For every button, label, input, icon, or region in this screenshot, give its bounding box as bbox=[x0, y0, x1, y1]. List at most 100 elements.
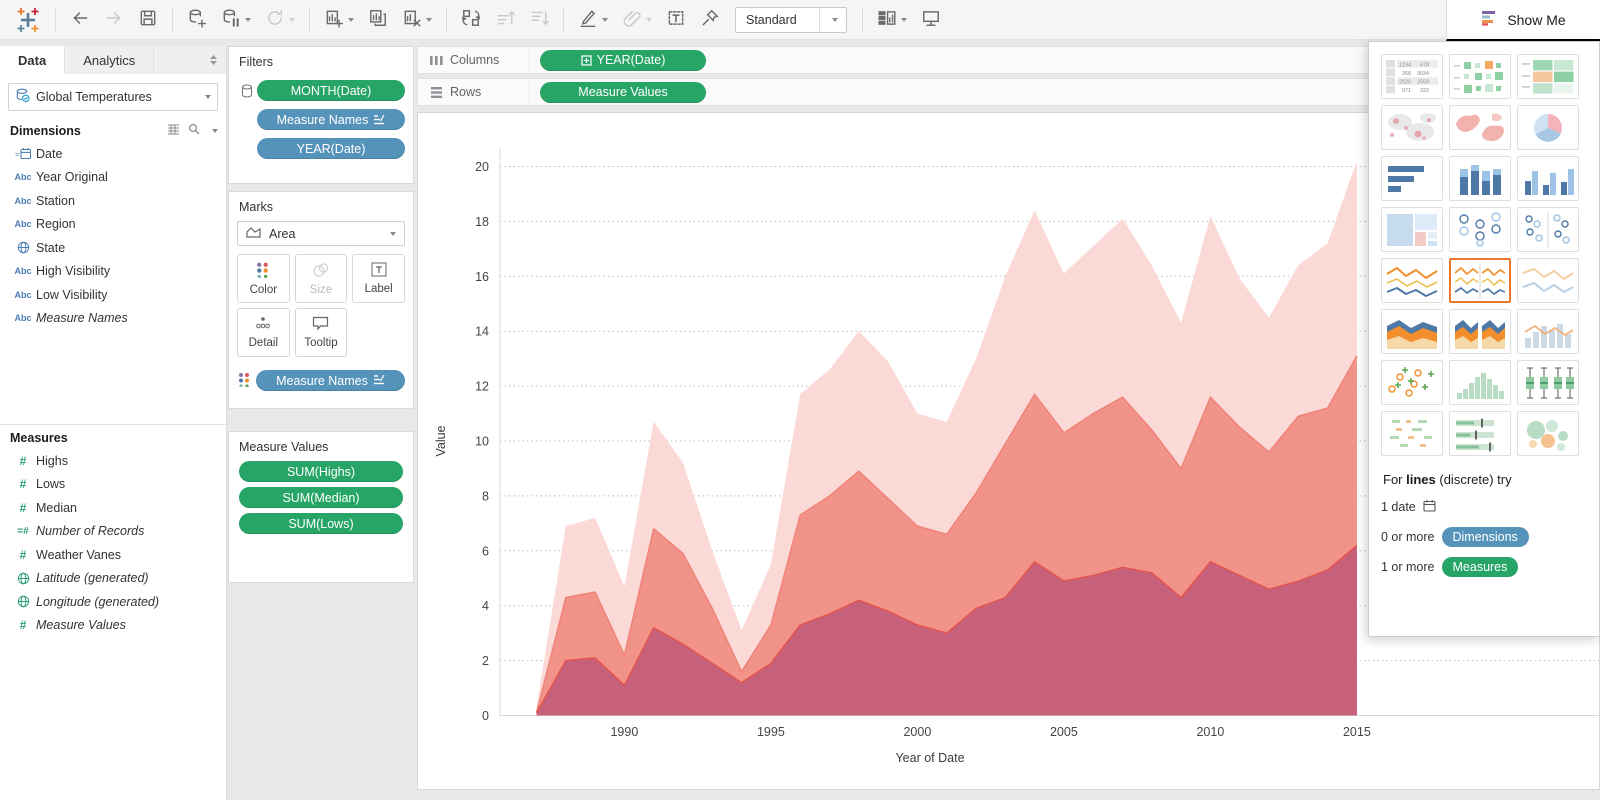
showme-side-by-side-circles[interactable] bbox=[1517, 207, 1579, 252]
text-table-icon: 1234 678 368 3034 2620 2559 971 322 bbox=[1386, 59, 1438, 94]
group-members-button bbox=[615, 4, 659, 35]
filter-pill-year-date-[interactable]: YEAR(Date) bbox=[257, 138, 405, 159]
show-hide-cards-button-caret-icon bbox=[901, 17, 907, 22]
showme-heatmap[interactable] bbox=[1449, 54, 1511, 99]
measure-field-measure-values[interactable]: # Measure Values bbox=[19, 618, 126, 633]
showme-filled-map[interactable] bbox=[1449, 105, 1511, 150]
measure-values-pill-sum-lows-[interactable]: SUM(Lows) bbox=[239, 513, 403, 534]
view-data-icon[interactable] bbox=[167, 124, 180, 138]
duplicate-sheet-button[interactable] bbox=[361, 4, 395, 35]
marks-measure-names-pill[interactable]: Measure Names bbox=[256, 370, 405, 391]
dimension-field-high-visibility[interactable]: Abc High Visibility bbox=[14, 264, 111, 279]
symbol-map-icon bbox=[1388, 112, 1436, 141]
dimension-field-region[interactable]: Abc Region bbox=[14, 217, 76, 232]
pane-sort-icon[interactable] bbox=[201, 46, 226, 74]
tab-analytics[interactable]: Analytics bbox=[65, 46, 155, 74]
shelf-pill-year-date-[interactable]: YEAR(Date) bbox=[540, 49, 706, 71]
dimension-field-low-visibility[interactable]: Abc Low Visibility bbox=[14, 287, 108, 302]
dimension-field-measure-names[interactable]: Abc Measure Names bbox=[14, 311, 128, 326]
showme-bullet-graph[interactable] bbox=[1449, 411, 1511, 456]
showme-stacked-bars[interactable] bbox=[1449, 156, 1511, 201]
tab-data[interactable]: Data bbox=[0, 46, 66, 74]
pause-auto-updates-button[interactable] bbox=[214, 4, 258, 35]
showme-text-table[interactable]: 1234 678 368 3034 2620 2559 971 322 bbox=[1381, 54, 1443, 99]
showme-area-chart-continuous[interactable] bbox=[1381, 309, 1443, 354]
swap-rows-columns-button[interactable] bbox=[454, 4, 488, 35]
measure-field-median[interactable]: # Median bbox=[19, 500, 77, 515]
dimension-field-state[interactable]: State bbox=[0, 236, 226, 260]
mark-type-dropdown[interactable]: Area bbox=[237, 221, 405, 246]
save-icon bbox=[138, 8, 158, 31]
show-hide-cards-button[interactable] bbox=[870, 4, 914, 35]
fit-selector[interactable]: Standard bbox=[735, 6, 847, 33]
svg-text:971: 971 bbox=[1402, 88, 1411, 94]
marks-title: Marks bbox=[239, 200, 274, 214]
fix-axes-button[interactable] bbox=[693, 4, 727, 35]
svg-text:8: 8 bbox=[482, 489, 489, 503]
save-button[interactable] bbox=[131, 4, 165, 35]
highlight-icon bbox=[578, 8, 598, 31]
search-icon[interactable] bbox=[188, 123, 200, 138]
marks-detail-button[interactable]: Detail bbox=[237, 308, 290, 357]
data-source-caret-icon[interactable] bbox=[205, 95, 211, 99]
treemap-icon bbox=[1387, 213, 1437, 246]
measure-field-weather-vanes[interactable]: # Weather Vanes bbox=[19, 547, 122, 562]
measure-values-pill-sum-median-[interactable]: SUM(Median) bbox=[239, 487, 403, 508]
shelf-pill-measure-values[interactable]: Measure Values bbox=[540, 81, 706, 103]
show-mark-labels-button[interactable] bbox=[659, 4, 693, 35]
measure-field-lows[interactable]: # Lows bbox=[19, 477, 66, 492]
area-chart[interactable]: 0 2 4 6 8 10 12 14 16 18 20 1990 1995 2000 2005 2010 201… bbox=[418, 113, 1599, 790]
presentation-mode-button[interactable] bbox=[914, 4, 948, 35]
measure-field-highs[interactable]: # Highs bbox=[19, 453, 68, 468]
measure-field-longitude-generated-[interactable]: Longitude (generated) bbox=[0, 590, 226, 614]
tableau-logo[interactable] bbox=[8, 3, 48, 37]
showme-scatter-plot[interactable] bbox=[1381, 360, 1443, 405]
marks-size-button: Size bbox=[294, 254, 348, 303]
filter-pill-measure-names[interactable]: Measure Names bbox=[257, 109, 405, 130]
undo-button[interactable] bbox=[63, 4, 97, 35]
measure-field-latitude-generated-[interactable]: Latitude (generated) bbox=[0, 567, 226, 591]
abc-icon: Abc bbox=[14, 313, 32, 324]
data-source-selector[interactable]: Global Temperatures bbox=[8, 83, 218, 111]
marks-tooltip-button[interactable]: Tooltip bbox=[294, 308, 348, 357]
measure-field-number-of-records[interactable]: =# Number of Records bbox=[17, 524, 145, 539]
showme-continuous-lines[interactable] bbox=[1381, 258, 1443, 303]
dimension-field-date[interactable]: = Date bbox=[14, 146, 63, 161]
new-worksheet-button[interactable] bbox=[317, 4, 361, 35]
showme-histogram[interactable] bbox=[1449, 360, 1511, 405]
svg-text:0: 0 bbox=[482, 709, 489, 723]
pane-splitter[interactable] bbox=[0, 424, 226, 425]
packed-bubbles-icon bbox=[1527, 419, 1568, 451]
showme-dual-combination[interactable] bbox=[1517, 309, 1579, 354]
highlight-button[interactable] bbox=[571, 4, 615, 35]
showme-circle-views[interactable] bbox=[1449, 207, 1511, 252]
showme-symbol-map[interactable] bbox=[1381, 105, 1443, 150]
group-members-button-caret-icon bbox=[646, 17, 652, 22]
showme-discrete-lines[interactable] bbox=[1449, 258, 1511, 303]
dimension-field-station[interactable]: Abc Station bbox=[14, 193, 75, 208]
new-data-source-button[interactable] bbox=[180, 4, 214, 35]
marks-label-button[interactable]: Label bbox=[352, 254, 405, 303]
sortasc-icon bbox=[495, 8, 515, 31]
pane-tabs: Data Analytics bbox=[0, 46, 226, 74]
measure-values-pill-sum-highs-[interactable]: SUM(Highs) bbox=[239, 461, 403, 482]
marks-color-button[interactable]: Color bbox=[237, 254, 290, 303]
showme-area-chart-discrete[interactable] bbox=[1449, 309, 1511, 354]
showme-side-by-side-bars[interactable] bbox=[1517, 156, 1579, 201]
dimensions-menu-caret-icon[interactable] bbox=[212, 128, 218, 133]
showme-packed-bubbles[interactable] bbox=[1517, 411, 1579, 456]
show-me-button[interactable]: Show Me bbox=[1446, 0, 1600, 41]
showme-gantt[interactable] bbox=[1381, 411, 1443, 456]
showme-highlight-table[interactable] bbox=[1517, 54, 1579, 99]
dimension-field-year-original[interactable]: Abc Year Original bbox=[14, 170, 108, 185]
showme-dual-lines[interactable] bbox=[1517, 258, 1579, 303]
filter-pill-month-date-[interactable]: MONTH(Date) bbox=[257, 80, 405, 101]
tableau-logo-icon bbox=[17, 7, 39, 32]
showme-box-and-whisker[interactable] bbox=[1517, 360, 1579, 405]
showme-treemap[interactable] bbox=[1381, 207, 1443, 252]
showme-horizontal-bars[interactable] bbox=[1381, 156, 1443, 201]
showme-pie-chart[interactable] bbox=[1517, 105, 1579, 150]
svg-text:2620: 2620 bbox=[1399, 79, 1411, 85]
svg-text:678: 678 bbox=[1420, 62, 1429, 68]
clear-sheet-button[interactable] bbox=[395, 4, 439, 35]
